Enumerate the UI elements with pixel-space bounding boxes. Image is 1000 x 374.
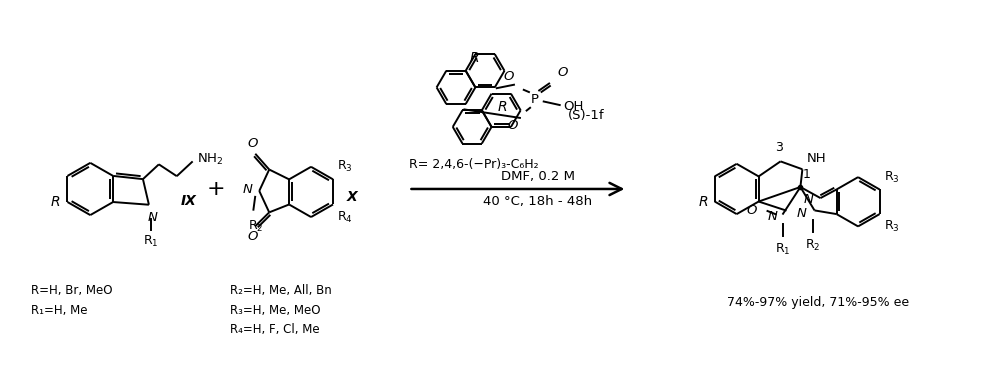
Text: N: N [148,211,158,224]
Text: 74%-97% yield, 71%-95% ee: 74%-97% yield, 71%-95% ee [727,296,909,309]
Text: O: O [247,137,257,150]
Text: IX: IX [181,194,197,208]
Text: R$_3$: R$_3$ [884,169,899,184]
Text: O: O [247,230,257,243]
Text: N: N [797,207,807,220]
Text: R=H, Br, MeO: R=H, Br, MeO [31,284,112,297]
Text: R: R [470,51,479,65]
Text: X: X [347,190,358,204]
Text: +: + [206,179,225,199]
FancyArrowPatch shape [411,183,622,195]
Text: R$_2$: R$_2$ [248,218,263,234]
Text: 3: 3 [775,141,782,153]
Text: O: O [504,70,514,83]
Text: NH: NH [806,152,826,165]
Text: P: P [531,93,539,106]
Text: (S)-1f: (S)-1f [568,108,604,122]
Text: DMF, 0.2 M: DMF, 0.2 M [501,170,575,183]
Text: R₃=H, Me, MeO: R₃=H, Me, MeO [230,304,320,317]
Text: OH: OH [564,100,584,113]
Text: R$_3$: R$_3$ [884,219,899,234]
Text: R: R [51,195,61,209]
Text: O: O [508,119,518,132]
Text: 40 °C, 18h - 48h: 40 °C, 18h - 48h [483,195,592,208]
Text: R= 2,4,6-(−Pr)₃-C₆H₂: R= 2,4,6-(−Pr)₃-C₆H₂ [409,158,538,171]
Text: N: N [242,184,252,196]
Text: R$_1$: R$_1$ [775,242,790,257]
Text: N: N [768,210,778,223]
Text: O: O [558,65,568,79]
Text: R$_4$: R$_4$ [337,209,353,224]
Text: N: N [804,193,813,206]
Text: R$_2$: R$_2$ [805,238,820,253]
Text: R₁=H, Me: R₁=H, Me [31,304,87,317]
Text: NH$_2$: NH$_2$ [197,152,223,167]
Text: 1: 1 [802,168,810,181]
Text: R$_3$: R$_3$ [337,159,353,174]
Text: R$_1$: R$_1$ [143,234,159,249]
Text: R₂=H, Me, All, Bn: R₂=H, Me, All, Bn [230,284,331,297]
Text: R: R [497,99,507,114]
Text: R: R [698,194,708,209]
Text: O: O [746,204,757,217]
Text: R₄=H, F, Cl, Me: R₄=H, F, Cl, Me [230,324,319,336]
